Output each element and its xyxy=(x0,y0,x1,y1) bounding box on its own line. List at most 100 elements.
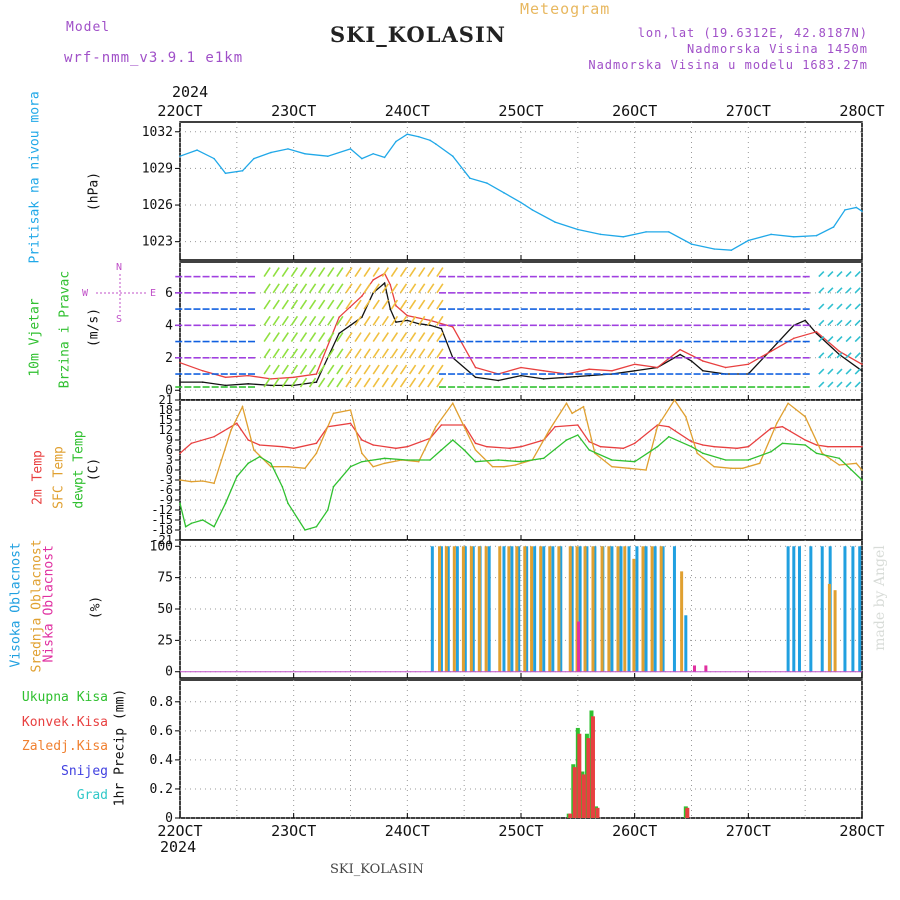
wind-arrow xyxy=(336,299,344,310)
series-point xyxy=(486,445,488,448)
series-point xyxy=(332,485,335,488)
y-tick-label: -15 xyxy=(151,513,173,527)
series-point xyxy=(497,379,500,382)
wind-arrow xyxy=(263,315,271,326)
series-point xyxy=(713,465,716,468)
wind-arrow xyxy=(818,368,825,375)
series-point xyxy=(520,366,522,369)
bar xyxy=(820,546,824,672)
series-point xyxy=(861,445,863,448)
series-point xyxy=(730,467,733,470)
wind-arrow xyxy=(836,381,843,388)
series-point xyxy=(201,519,204,521)
series-point xyxy=(315,452,318,455)
series-point xyxy=(821,452,824,455)
series-point xyxy=(486,182,488,184)
wind-arrow xyxy=(299,299,308,310)
series-point xyxy=(287,148,289,150)
y-tick-label: 100 xyxy=(150,539,173,554)
wind-arrow xyxy=(836,303,843,310)
series-point xyxy=(827,445,829,448)
legend-snow: Snijeg xyxy=(61,763,108,779)
series-point xyxy=(542,378,545,380)
bar xyxy=(572,767,577,818)
wind-arrow xyxy=(818,352,825,359)
series-point xyxy=(633,442,636,445)
top-date-label: 26OCT xyxy=(612,102,657,120)
bar xyxy=(469,546,473,672)
bar xyxy=(843,546,847,672)
series-point xyxy=(787,402,789,405)
bar xyxy=(525,546,529,672)
series-point xyxy=(804,415,806,418)
bar xyxy=(439,546,443,672)
wind-arrow xyxy=(827,368,834,375)
wind-arrow xyxy=(390,364,399,375)
bottom-date-label: 23OCT xyxy=(271,822,316,840)
series-point xyxy=(281,445,284,448)
series-point xyxy=(645,469,647,471)
series-point xyxy=(815,444,818,446)
bar xyxy=(797,546,801,672)
y-tick-label: -3 xyxy=(159,473,173,487)
wind-arrow xyxy=(372,377,380,388)
wind-arrow xyxy=(854,271,861,278)
wind-arrow xyxy=(318,315,326,326)
series-point xyxy=(383,462,386,465)
series-point xyxy=(241,405,244,408)
bar xyxy=(641,546,645,672)
wind-arrow xyxy=(427,377,435,388)
series-point xyxy=(758,462,761,465)
bar xyxy=(523,546,527,672)
wind-arrow xyxy=(399,364,408,375)
series-point xyxy=(389,308,392,310)
wind-arrow xyxy=(372,348,380,359)
bar xyxy=(570,546,574,672)
wind-arrow xyxy=(299,332,308,342)
wind-arrow xyxy=(827,271,834,278)
wind-arrow xyxy=(290,377,299,388)
lonlat-info: lon,lat (19.6312E, 42.8187N) xyxy=(637,26,868,40)
series-point xyxy=(304,467,306,470)
wind-arrow xyxy=(818,335,825,343)
series-point xyxy=(224,376,227,379)
bar xyxy=(590,716,595,818)
precip-legend: Ukupna Kisa Konvek.Kisa Zaledj.Kisa Snij… xyxy=(0,686,108,809)
wind-arrow xyxy=(263,283,271,294)
bar xyxy=(586,738,591,818)
series-point xyxy=(673,399,676,401)
series-point xyxy=(577,434,579,436)
compass-n: N xyxy=(116,262,123,273)
series-point xyxy=(690,360,693,362)
bar xyxy=(517,546,521,672)
wind-arrow xyxy=(290,267,299,278)
wind-arrow xyxy=(427,299,435,310)
bar xyxy=(530,546,534,672)
bar xyxy=(672,546,676,672)
wind-arrow xyxy=(418,377,426,388)
bar xyxy=(685,807,690,818)
wind-arrow xyxy=(345,377,353,388)
series-point xyxy=(361,460,363,463)
wind-arrow xyxy=(263,267,271,278)
wind-arrow xyxy=(436,299,444,310)
bar xyxy=(568,813,573,818)
bar xyxy=(644,546,648,672)
series-point xyxy=(389,283,392,286)
wind-arrow xyxy=(363,283,371,294)
wind-arrow xyxy=(836,352,843,359)
series-point xyxy=(565,376,568,379)
wind-arrow xyxy=(272,267,280,278)
series-point xyxy=(611,465,613,468)
top-date-label: 28OCT xyxy=(839,102,884,120)
wind-arrow xyxy=(436,377,444,388)
y-tick-label: 9 xyxy=(166,433,173,447)
wind-arrow xyxy=(318,377,326,388)
wind-arrow xyxy=(845,271,852,278)
wind-arrow xyxy=(318,364,326,375)
series-point xyxy=(361,295,363,297)
series-point xyxy=(258,455,261,458)
series-point xyxy=(855,462,858,465)
bar xyxy=(578,546,582,672)
legend-freezing-rain: Zaledj.Kisa xyxy=(21,739,108,754)
